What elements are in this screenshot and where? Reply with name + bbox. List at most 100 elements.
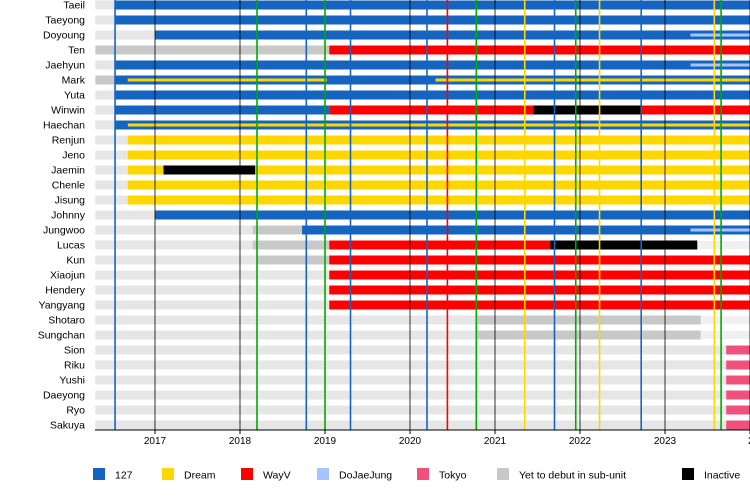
member-label: Winwin xyxy=(51,105,85,117)
bar-segment-kun-predebut xyxy=(257,255,330,265)
bar-segment-winwin-wayv xyxy=(641,105,750,115)
member-label: Johnny xyxy=(51,210,86,222)
bar-segment-ten-wayv xyxy=(329,45,750,55)
bar-segment-ryo-pre_group xyxy=(95,405,727,415)
member-label: Riku xyxy=(64,360,85,372)
bar-segment-mark-127 xyxy=(115,75,750,85)
bar-segment-renjun-dream xyxy=(127,135,750,145)
bar-segment-sion-pre_group xyxy=(95,345,727,355)
legend-swatch-inactive xyxy=(682,468,694,480)
member-label: Renjun xyxy=(52,135,85,147)
member-label: Ten xyxy=(68,45,85,57)
bar-segment-ryo-tokyo xyxy=(726,405,750,415)
x-tick-label: 2021 xyxy=(484,436,507,447)
subunit-strip-mark-dream xyxy=(435,78,750,82)
bar-segment-shotaro-pre_group xyxy=(95,315,477,325)
bar-segment-jaemin-inactive xyxy=(163,165,256,175)
legend-label-predebut: Yet to debut in sub-unit xyxy=(519,470,626,482)
member-label: Ryo xyxy=(66,405,85,417)
x-tick-label: 2022 xyxy=(569,436,592,447)
bar-segment-jisung-pre_group xyxy=(95,195,128,205)
bar-segment-lucas-predebut xyxy=(252,240,330,250)
bar-segment-lucas-inactive xyxy=(550,240,698,250)
bar-segment-winwin-127 xyxy=(115,105,330,115)
bar-segment-renjun-pre_group xyxy=(95,135,128,145)
bar-segment-taeil-127 xyxy=(115,0,750,10)
bar-segment-lucas-wayv xyxy=(329,240,551,250)
legend-swatch-dojaejung xyxy=(317,468,329,480)
member-label: Mark xyxy=(62,75,86,87)
member-label: Yuta xyxy=(64,90,85,102)
member-label: Kun xyxy=(66,255,85,267)
bar-segment-riku-tokyo xyxy=(726,360,750,370)
legend: 127 Dream WayV DoJaeJung Tokyo Yet to debut i… xyxy=(93,468,740,482)
bar-segment-kun-pre_group xyxy=(95,255,257,265)
member-label: Hendery xyxy=(45,285,85,297)
bar-segment-xiaojun-pre_group xyxy=(95,270,330,280)
bar-segment-kun-wayv xyxy=(329,255,750,265)
bar-segment-yuta-127 xyxy=(115,90,750,100)
bar-segment-riku-pre_group xyxy=(95,360,727,370)
legend-label-wayv: WayV xyxy=(263,470,291,482)
bar-segment-sungchan-predebut xyxy=(476,330,701,340)
bar-segment-jungwoo-127 xyxy=(302,225,750,235)
bar-segment-jaemin-dream xyxy=(255,165,750,175)
bar-segment-xiaojun-wayv xyxy=(329,270,750,280)
bar-segment-ten-predebut xyxy=(95,45,330,55)
bar-segment-lucas-pre_group xyxy=(95,240,253,250)
bar-segment-winwin-pre_group xyxy=(95,105,116,115)
bar-segment-haechan-pre_group xyxy=(95,120,116,130)
subunit-strip-haechan-dream xyxy=(127,123,750,127)
member-label: Jaemin xyxy=(51,165,85,177)
subunit-strip-jaehyun-dojaejung xyxy=(690,63,750,67)
member-label: Lucas xyxy=(57,240,85,252)
subunit-strip-mark-dream xyxy=(127,78,327,82)
member-label: Taeyong xyxy=(45,15,85,27)
bar-segment-jaehyun-127 xyxy=(115,60,750,70)
x-tick-label: 2023 xyxy=(654,436,677,447)
member-label: Shotaro xyxy=(48,315,85,327)
bar-segment-sion-tokyo xyxy=(726,345,750,355)
x-axis: 2017 2018 2019 2020 2021 2022 2023 20 xyxy=(95,429,750,447)
bar-segment-taeyong-pre_group xyxy=(95,15,116,25)
x-tick-label: 20 xyxy=(748,436,750,447)
legend-swatch-predebut xyxy=(497,468,509,480)
x-tick-label: 2020 xyxy=(399,436,422,447)
member-label: Yushi xyxy=(59,375,85,387)
legend-label-inactive: Inactive xyxy=(704,470,740,482)
legend-swatch-dream xyxy=(162,468,174,480)
member-label: Sungchan xyxy=(38,330,85,342)
bar-segment-sakuya-tokyo xyxy=(726,420,750,430)
bar-segment-shotaro-predebut xyxy=(476,315,701,325)
bar-segment-hendery-wayv xyxy=(329,285,750,295)
legend-label-dream: Dream xyxy=(184,470,216,482)
bar-segment-jungwoo-predebut xyxy=(252,225,303,235)
bar-segment-taeyong-127 xyxy=(115,15,750,25)
bar-segment-yangyang-wayv xyxy=(329,300,750,310)
member-label: Haechan xyxy=(43,120,85,132)
member-label: Xiaojun xyxy=(50,270,85,282)
x-tick-label: 2019 xyxy=(314,436,337,447)
release-lines xyxy=(114,0,750,430)
bar-segment-winwin-wayv xyxy=(329,105,534,115)
legend-swatch-wayv xyxy=(241,468,253,480)
bar-segment-chenle-dream xyxy=(127,180,750,190)
bar-segment-yuta-pre_group xyxy=(95,90,116,100)
bar-segment-chenle-pre_group xyxy=(95,180,128,190)
bar-segment-daeyong-tokyo xyxy=(726,390,750,400)
legend-label-127: 127 xyxy=(115,470,133,482)
legend-swatch-tokyo xyxy=(417,468,429,480)
bar-segment-sakuya-pre_group xyxy=(95,420,727,430)
member-label: Daeyong xyxy=(43,390,85,402)
bar-segment-yangyang-pre_group xyxy=(95,300,330,310)
bar-segment-johnny-127 xyxy=(155,210,750,220)
member-label: Yangyang xyxy=(38,300,85,312)
bar-segment-jeno-pre_group xyxy=(95,150,128,160)
subunit-strip-jungwoo-dojaejung xyxy=(690,228,750,232)
bar-segment-doyoung-pre_group xyxy=(95,30,155,40)
bar-segment-johnny-pre_group xyxy=(95,210,155,220)
member-label: Chenle xyxy=(52,180,85,192)
member-label: Taeil xyxy=(63,0,85,12)
bar-segment-yushi-pre_group xyxy=(95,375,727,385)
